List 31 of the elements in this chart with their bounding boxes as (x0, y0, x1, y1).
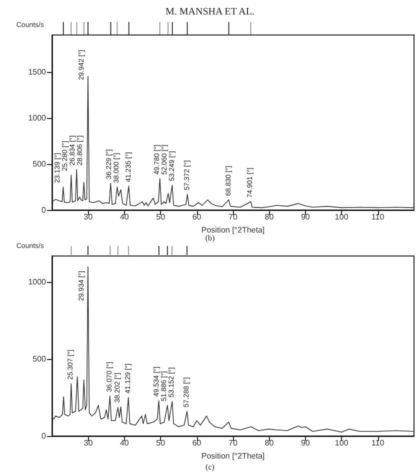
x-tick-label: 100 (334, 212, 349, 222)
x-tick-label: 40 (120, 438, 130, 448)
x-tick-label: 80 (264, 438, 274, 448)
x-tick-label: 100 (334, 438, 349, 448)
x-tick-label: 110 (371, 438, 385, 448)
x-tick-label: 60 (192, 438, 202, 448)
line-series (52, 266, 414, 433)
x-tick-label: 40 (120, 212, 130, 222)
x-tick-label: 70 (228, 438, 238, 448)
y-tick-label: 0 (42, 432, 47, 440)
x-tick-label: 90 (300, 438, 310, 448)
y-tick-label: 1500 (28, 67, 47, 76)
y-tick-label: 0 (42, 206, 47, 214)
x-tick-label: 70 (228, 212, 238, 222)
x-tick-label: 110 (371, 212, 385, 222)
x-tick-label: 30 (84, 212, 94, 222)
x-tick-label: 90 (300, 212, 310, 222)
y-tick-label: 1000 (28, 278, 47, 287)
x-tick-label: 60 (192, 212, 202, 222)
chart-title: M. MANSHA ET AL. (166, 6, 254, 18)
x-tick-label: 50 (156, 212, 166, 222)
text: (b) (205, 234, 215, 242)
y-tick-label: 500 (32, 354, 47, 364)
y-tick-label: 1000 (28, 113, 47, 122)
x-axis-title: Position [°2Theta] (201, 451, 265, 460)
x-tick-label: 80 (264, 212, 274, 222)
x-axis-title: Position [°2Theta] (201, 225, 265, 234)
text: (c) (206, 462, 215, 472)
x-tick-label: 30 (84, 438, 94, 448)
x-tick-label: 50 (156, 438, 166, 448)
y-tick-label: 500 (32, 159, 47, 168)
